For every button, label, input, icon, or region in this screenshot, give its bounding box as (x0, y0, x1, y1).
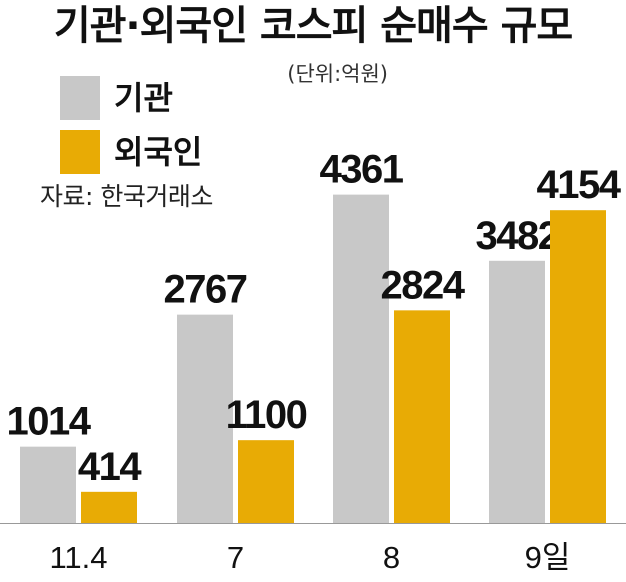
value-label-foreign-3: 4154 (537, 163, 622, 207)
chart-title: 기관·외국인 코스피 순매수 규모 (53, 3, 573, 49)
legend-label-foreign: 외국인 (114, 133, 203, 171)
x-tick-label-1: 7 (227, 540, 244, 575)
x-tick-label-3: 9일 (525, 540, 571, 575)
bar-foreign-3 (550, 210, 606, 523)
value-label-institution-0: 1014 (7, 400, 92, 444)
bar-foreign-2 (394, 310, 450, 523)
unit-label: (단위:억원) (287, 62, 388, 86)
value-label-foreign-0: 414 (78, 445, 142, 489)
bar-foreign-0 (81, 491, 137, 523)
legend-swatch-foreign (60, 130, 100, 174)
bar-foreign-1 (238, 440, 294, 523)
bar-institution-0 (20, 446, 76, 523)
value-label-institution-2: 4361 (320, 148, 404, 192)
bar-institution-2 (333, 194, 389, 523)
bar-institution-3 (489, 260, 545, 523)
value-label-institution-1: 2767 (164, 268, 247, 312)
source-note: 자료: 한국거래소 (40, 182, 213, 211)
legend-label-institution: 기관 (114, 79, 173, 117)
value-label-foreign-1: 1100 (226, 393, 307, 437)
value-label-foreign-2: 2824 (381, 263, 466, 307)
bar-institution-1 (177, 314, 233, 523)
x-tick-label-2: 8 (383, 540, 400, 575)
value-label-institution-3: 3482 (476, 214, 559, 258)
legend-swatch-institution (60, 76, 100, 120)
x-tick-label-0: 11.4 (49, 540, 107, 575)
